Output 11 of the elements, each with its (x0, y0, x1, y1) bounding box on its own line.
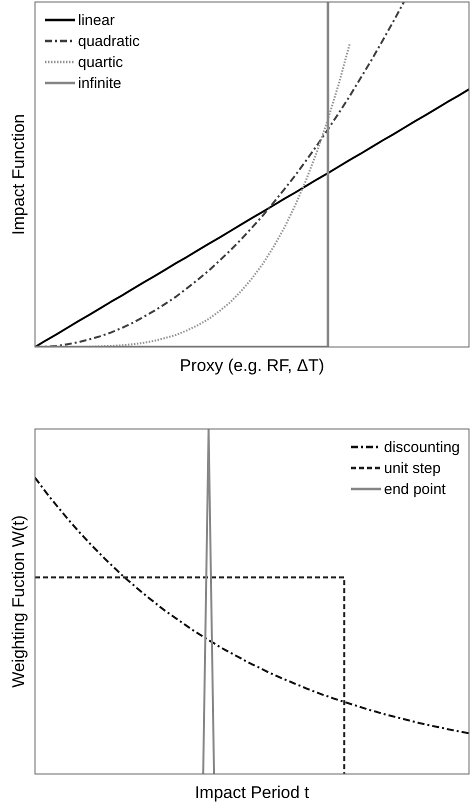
legend-label: discounting (384, 439, 460, 456)
legend-label: end point (384, 481, 447, 498)
legend-label: quadratic (78, 33, 140, 50)
x-axis-title: Proxy (e.g. RF, ΔT) (180, 356, 324, 375)
legend-label: linear (78, 12, 115, 29)
y-axis-title: Weighting Fuction W(t) (9, 515, 28, 688)
legend-label: infinite (78, 75, 122, 92)
legend-label: unit step (384, 460, 441, 477)
legend-label: quartic (78, 54, 124, 71)
y-axis-title: Impact Function (9, 114, 28, 235)
x-axis-title: Impact Period t (194, 783, 310, 802)
